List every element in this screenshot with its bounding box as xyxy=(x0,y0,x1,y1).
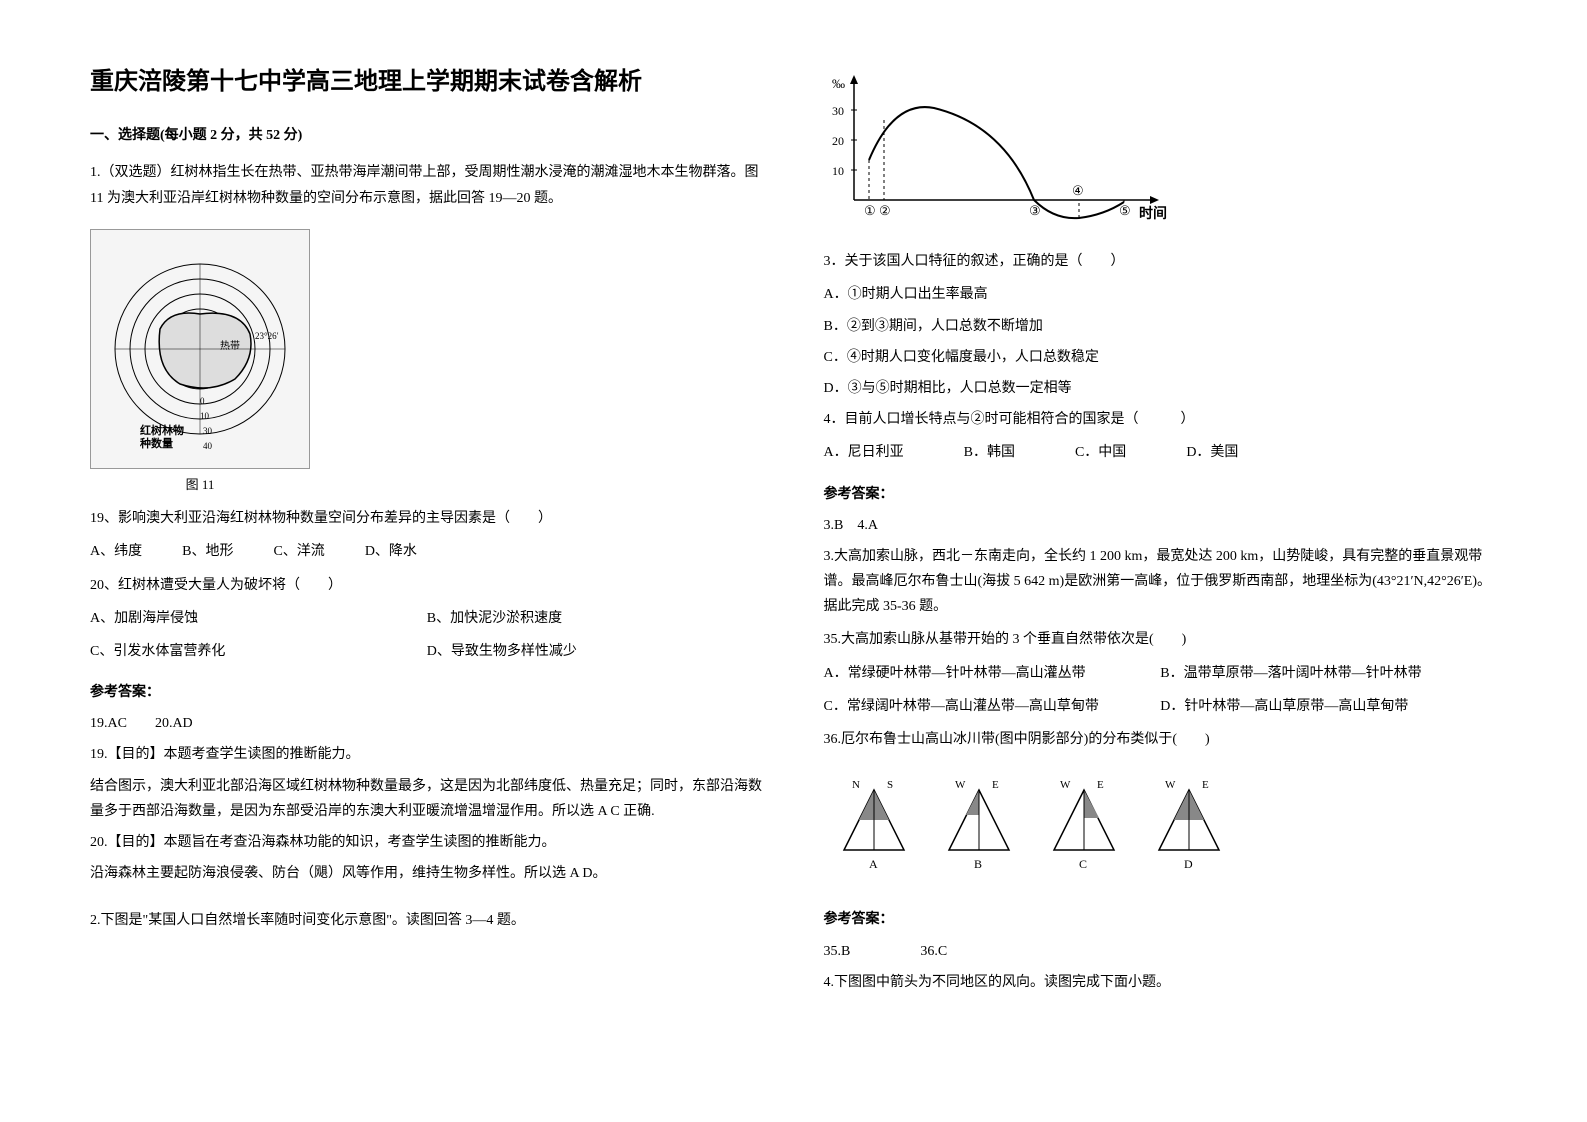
q1-answer-line: 19.AC 20.AD xyxy=(90,711,764,736)
svg-text:种数量: 种数量 xyxy=(139,436,173,450)
australia-map-svg: 热带 23°26′ 0 10 红树林物 种数量 30 40 xyxy=(100,239,300,459)
q3-opt-d: D．③与⑤时期相比，人口总数一定相等 xyxy=(824,376,1498,401)
left-column: 重庆涪陵第十七中学高三地理上学期期末试卷含解析 一、选择题(每小题 2 分，共 … xyxy=(90,60,764,1062)
q4-text: 4．目前人口增长特点与②时可能相符合的国家是（ ） xyxy=(824,407,1498,432)
population-chart: 10 20 30 ‰ ① ② ③ ④ ⑤ 时间 xyxy=(824,70,1498,239)
triangle-d: W E D xyxy=(1159,779,1219,871)
q19-options: A、纬度 B、地形 C、洋流 D、降水 xyxy=(90,539,764,564)
svg-text:E: E xyxy=(992,779,999,791)
triangle-a: N S A xyxy=(844,779,904,871)
q4main-intro: 4.下图图中箭头为不同地区的风向。读图完成下面小题。 xyxy=(824,970,1498,995)
q4-opt-a: A．尼日利亚 xyxy=(824,440,904,465)
q3-text: 3．关于该国人口特征的叙述，正确的是（ ） xyxy=(824,249,1498,274)
australia-map-placeholder: 热带 23°26′ 0 10 红树林物 种数量 30 40 xyxy=(90,229,310,469)
section-header: 一、选择题(每小题 2 分，共 52 分) xyxy=(90,123,764,148)
svg-text:23°26′: 23°26′ xyxy=(255,331,279,341)
svg-text:30: 30 xyxy=(203,426,213,436)
q20-options-row1: A、加剧海岸侵蚀 B、加快泥沙淤积速度 xyxy=(90,606,764,631)
q20-opt-c: C、引发水体富营养化 xyxy=(90,639,427,664)
q4-opt-c: C．中国 xyxy=(1075,440,1126,465)
svg-text:④: ④ xyxy=(1072,183,1084,198)
svg-text:E: E xyxy=(1097,779,1104,791)
q4-opt-b: B．韩国 xyxy=(964,440,1015,465)
q1-exp20-body: 沿海森林主要起防海浪侵袭、防台（飓）风等作用，维持生物多样性。所以选 A D。 xyxy=(90,861,764,886)
q3-opt-a: A．①时期人口出生率最高 xyxy=(824,282,1498,307)
q4-options: A．尼日利亚 B．韩国 C．中国 D．美国 xyxy=(824,440,1498,465)
svg-text:0: 0 xyxy=(200,396,205,406)
right-column: 10 20 30 ‰ ① ② ③ ④ ⑤ 时间 3．关于该国人口特征的叙述，正确… xyxy=(824,60,1498,1062)
q20-options-row2: C、引发水体富营养化 D、导致生物多样性减少 xyxy=(90,639,764,664)
q20-text: 20、红树林遭受大量人为破坏将（ ） xyxy=(90,573,764,598)
q20-opt-b: B、加快泥沙淤积速度 xyxy=(427,606,764,631)
svg-text:W: W xyxy=(1060,779,1071,791)
q19-text: 19、影响澳大利亚沿海红树林物种数量空间分布差异的主导因素是（ ） xyxy=(90,506,764,531)
svg-text:①: ① xyxy=(864,203,876,218)
triangle-c: W E C xyxy=(1054,779,1114,871)
svg-text:E: E xyxy=(1202,779,1209,791)
svg-text:A: A xyxy=(869,857,878,871)
q3-opt-b: B．②到③期间，人口总数不断增加 xyxy=(824,314,1498,339)
ytick-10: 10 xyxy=(832,164,844,178)
svg-text:S: S xyxy=(887,779,893,791)
svg-text:N: N xyxy=(852,779,860,791)
svg-text:C: C xyxy=(1079,857,1087,871)
svg-text:40: 40 xyxy=(203,441,213,451)
triangles-figure: N S A W E B W E C xyxy=(824,770,1498,889)
svg-text:D: D xyxy=(1184,857,1193,871)
triangle-b: W E B xyxy=(949,779,1009,871)
q35-row2: C．常绿阔叶林带—高山灌丛带—高山草甸带 D．针叶林带—高山草原带—高山草甸带 xyxy=(824,694,1498,719)
q36-text: 36.厄尔布鲁士山高山冰川带(图中阴影部分)的分布类似于( ) xyxy=(824,727,1498,752)
q20-opt-d: D、导致生物多样性减少 xyxy=(427,639,764,664)
q1-figure: 热带 23°26′ 0 10 红树林物 种数量 30 40 图 11 xyxy=(90,229,764,496)
q2-intro: 2.下图是"某国人口自然增长率随时间变化示意图"。读图回答 3—4 题。 xyxy=(90,908,764,933)
q35-opt-c: C．常绿阔叶林带—高山灌丛带—高山草甸带 xyxy=(824,694,1161,719)
q4-opt-d: D．美国 xyxy=(1186,440,1238,465)
q19-opt-b: B、地形 xyxy=(182,539,233,564)
q19-opt-c: C、洋流 xyxy=(273,539,324,564)
q1-intro: 1.（双选题）红树林指生长在热带、亚热带海岸潮间带上部，受周期性潮水浸淹的潮滩湿… xyxy=(90,160,764,210)
svg-text:②: ② xyxy=(879,203,891,218)
ytick-30: 30 xyxy=(832,104,844,118)
triangles-svg: N S A W E B W E C xyxy=(824,770,1244,880)
y-label: ‰ xyxy=(832,76,845,91)
q20-opt-a: A、加剧海岸侵蚀 xyxy=(90,606,427,631)
svg-text:10: 10 xyxy=(200,411,210,421)
svg-text:③: ③ xyxy=(1029,203,1041,218)
q2-answer-line: 3.B 4.A xyxy=(824,513,1498,538)
q2-answer-header: 参考答案： xyxy=(824,482,1498,507)
q35-opt-d: D．针叶林带—高山草原带—高山草甸带 xyxy=(1160,694,1497,719)
q19-opt-d: D、降水 xyxy=(365,539,417,564)
figure-caption: 图 11 xyxy=(90,473,310,496)
q3main-intro: 3.大高加索山脉，西北－东南走向，全长约 1 200 km，最宽处达 200 k… xyxy=(824,544,1498,620)
svg-text:B: B xyxy=(974,857,982,871)
q1-answer-header: 参考答案： xyxy=(90,680,764,705)
q3-opt-c: C．④时期人口变化幅度最小，人口总数稳定 xyxy=(824,345,1498,370)
svg-text:W: W xyxy=(955,779,966,791)
svg-text:⑤: ⑤ xyxy=(1119,203,1131,218)
ytick-20: 20 xyxy=(832,134,844,148)
svg-text:红树林物: 红树林物 xyxy=(140,423,184,437)
q35-opt-a: A．常绿硬叶林带—针叶林带—高山灌丛带 xyxy=(824,661,1161,686)
q35-opt-b: B．温带草原带—落叶阔叶林带—针叶林带 xyxy=(1160,661,1497,686)
svg-text:时间: 时间 xyxy=(1139,205,1167,222)
document-title: 重庆涪陵第十七中学高三地理上学期期末试卷含解析 xyxy=(90,60,764,103)
q1-exp19-body: 结合图示，澳大利亚北部沿海区域红树林物种数量最多，这是因为北部纬度低、热量充足；… xyxy=(90,774,764,824)
q19-opt-a: A、纬度 xyxy=(90,539,142,564)
q1-exp20-title: 20.【目的】本题旨在考查沿海森林功能的知识，考查学生读图的推断能力。 xyxy=(90,830,764,855)
q1-exp19-title: 19.【目的】本题考查学生读图的推断能力。 xyxy=(90,742,764,767)
population-chart-svg: 10 20 30 ‰ ① ② ③ ④ ⑤ 时间 xyxy=(824,70,1184,230)
svg-text:热带: 热带 xyxy=(220,339,240,352)
q35-row1: A．常绿硬叶林带—针叶林带—高山灌丛带 B．温带草原带—落叶阔叶林带—针叶林带 xyxy=(824,661,1498,686)
q35-text: 35.大高加索山脉从基带开始的 3 个垂直自然带依次是( ) xyxy=(824,627,1498,652)
svg-text:W: W xyxy=(1165,779,1176,791)
q3main-answer-header: 参考答案： xyxy=(824,907,1498,932)
q3main-answer-line: 35.B 36.C xyxy=(824,939,1498,964)
